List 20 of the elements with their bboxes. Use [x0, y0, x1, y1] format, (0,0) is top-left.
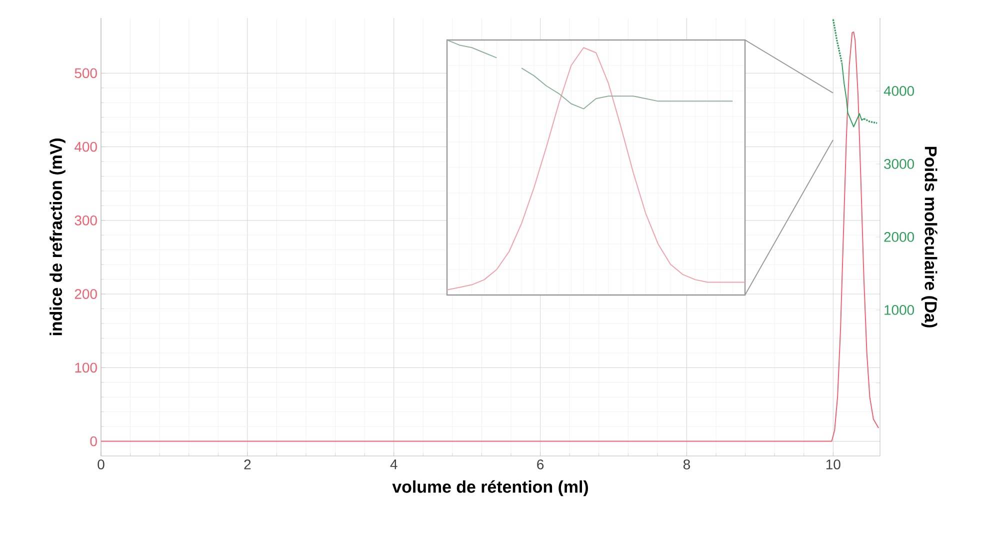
x-tick-label: 4: [390, 460, 398, 470]
y-tick-label: 500: [74, 68, 97, 78]
y-tick-label: 200: [74, 289, 97, 299]
y-tick-label: 400: [74, 142, 97, 152]
y2-tick-label: 3000: [884, 159, 914, 169]
y-tick-label: 100: [75, 362, 97, 373]
y2-tick-label: 4000: [884, 86, 914, 96]
y-tick-label: 0: [90, 436, 97, 446]
x-axis-title: volume de rétention (ml): [392, 480, 588, 496]
y-tick-label: 300: [74, 215, 97, 226]
y2-axis-title: Poids moléculaire (Da): [921, 146, 938, 328]
x-tick-label: 0: [98, 459, 104, 470]
line-series: [101, 31, 880, 442]
y2-tick-label: 1000: [884, 305, 914, 315]
x-tick-label: 2: [244, 459, 251, 470]
y-axis-title: indice de refraction (mV): [50, 138, 66, 336]
y2-tick-label: 2000: [884, 232, 914, 242]
x-tick-label: 8: [683, 459, 690, 470]
x-tick-label: 6: [537, 459, 544, 470]
x-tick-label: 10: [826, 459, 840, 470]
